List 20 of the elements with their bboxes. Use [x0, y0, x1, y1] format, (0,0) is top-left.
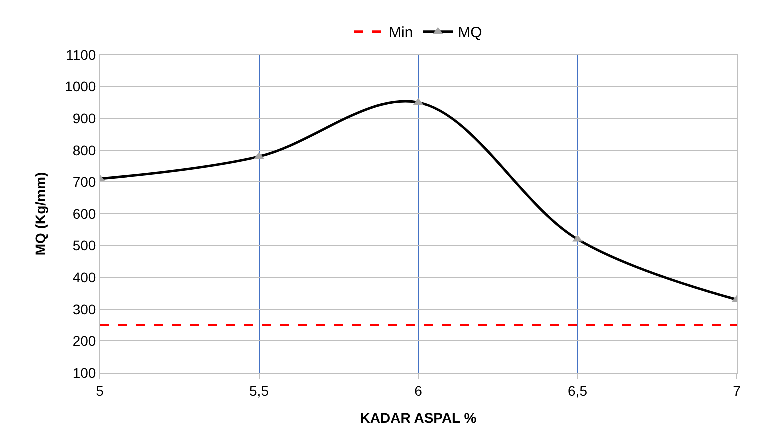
legend-label: Min: [389, 24, 414, 42]
x-tick-label: 6,5: [568, 382, 588, 399]
y-axis-title: MQ (Kg/mm): [32, 172, 49, 256]
y-tick-label: 600: [72, 206, 96, 222]
y-tick-label: 100: [72, 364, 96, 381]
y-tick-label: 300: [72, 301, 96, 318]
y-tick-label: 800: [72, 142, 96, 158]
x-tick-label: 5,5: [250, 382, 270, 399]
y-tick-label: 200: [72, 333, 96, 350]
x-axis-title: KADAR ASPAL %: [360, 410, 478, 426]
x-tick-label: 7: [733, 382, 742, 399]
y-tick-label: 700: [72, 174, 96, 190]
x-tick-label: 6: [414, 382, 423, 399]
legend-label: MQ: [458, 24, 482, 42]
y-tick-label: 1000: [65, 78, 96, 95]
y-tick-label: 900: [72, 110, 96, 126]
y-tick-label: 1100: [66, 46, 96, 63]
y-tick-label: 500: [72, 238, 96, 254]
y-tick-label: 400: [72, 270, 96, 286]
x-tick-label: 5: [96, 382, 104, 399]
